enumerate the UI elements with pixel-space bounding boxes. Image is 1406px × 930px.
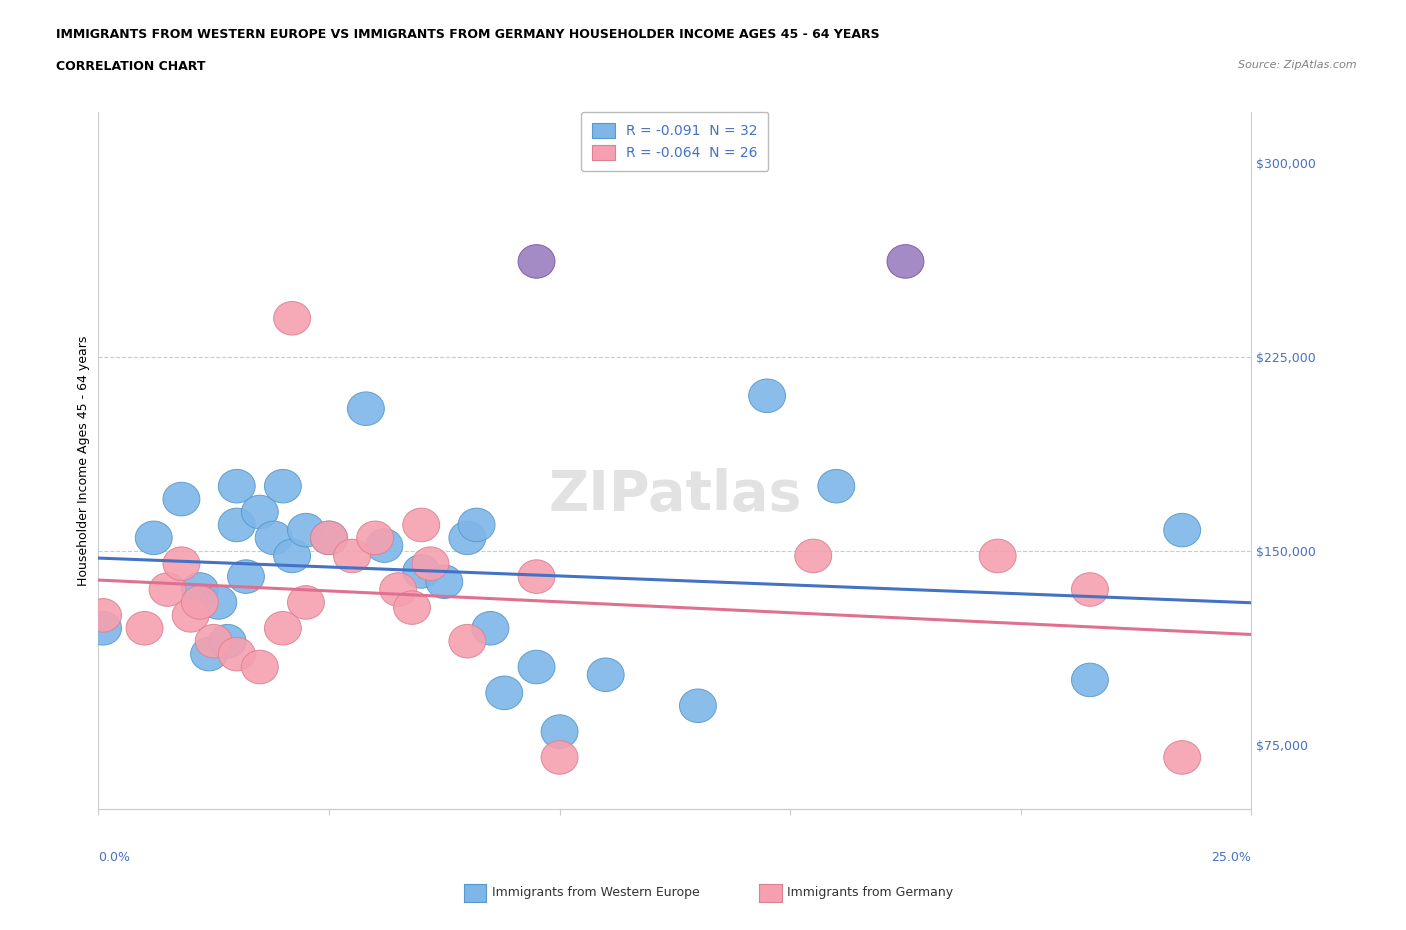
Ellipse shape bbox=[887, 245, 924, 278]
Ellipse shape bbox=[333, 539, 371, 573]
Ellipse shape bbox=[264, 470, 301, 503]
Ellipse shape bbox=[218, 637, 256, 671]
Ellipse shape bbox=[380, 573, 416, 606]
Text: Immigrants from Western Europe: Immigrants from Western Europe bbox=[492, 886, 700, 899]
Ellipse shape bbox=[84, 599, 121, 632]
Text: Immigrants from Germany: Immigrants from Germany bbox=[787, 886, 953, 899]
Ellipse shape bbox=[172, 599, 209, 632]
Ellipse shape bbox=[517, 245, 555, 278]
Ellipse shape bbox=[209, 624, 246, 658]
Text: CORRELATION CHART: CORRELATION CHART bbox=[56, 60, 205, 73]
Ellipse shape bbox=[426, 565, 463, 599]
Ellipse shape bbox=[218, 508, 256, 541]
Ellipse shape bbox=[517, 560, 555, 593]
Ellipse shape bbox=[486, 676, 523, 710]
Ellipse shape bbox=[1071, 573, 1108, 606]
Ellipse shape bbox=[163, 483, 200, 516]
Ellipse shape bbox=[979, 539, 1017, 573]
Legend: R = -0.091  N = 32, R = -0.064  N = 26: R = -0.091 N = 32, R = -0.064 N = 26 bbox=[581, 112, 769, 171]
Ellipse shape bbox=[264, 612, 301, 645]
Ellipse shape bbox=[287, 513, 325, 547]
Ellipse shape bbox=[242, 495, 278, 529]
Y-axis label: Householder Income Ages 45 - 64 years: Householder Income Ages 45 - 64 years bbox=[77, 335, 90, 586]
Ellipse shape bbox=[163, 547, 200, 580]
Ellipse shape bbox=[242, 650, 278, 684]
Ellipse shape bbox=[412, 547, 449, 580]
Ellipse shape bbox=[449, 624, 486, 658]
Ellipse shape bbox=[274, 539, 311, 573]
Ellipse shape bbox=[458, 508, 495, 541]
Ellipse shape bbox=[195, 624, 232, 658]
Ellipse shape bbox=[311, 521, 347, 554]
Ellipse shape bbox=[794, 539, 832, 573]
Text: 0.0%: 0.0% bbox=[98, 851, 131, 864]
Ellipse shape bbox=[541, 740, 578, 774]
Ellipse shape bbox=[1164, 513, 1201, 547]
Ellipse shape bbox=[287, 586, 325, 619]
Ellipse shape bbox=[311, 521, 347, 554]
Ellipse shape bbox=[357, 521, 394, 554]
Ellipse shape bbox=[366, 529, 402, 563]
Text: Source: ZipAtlas.com: Source: ZipAtlas.com bbox=[1239, 60, 1357, 71]
Ellipse shape bbox=[218, 470, 256, 503]
Ellipse shape bbox=[127, 612, 163, 645]
Text: IMMIGRANTS FROM WESTERN EUROPE VS IMMIGRANTS FROM GERMANY HOUSEHOLDER INCOME AGE: IMMIGRANTS FROM WESTERN EUROPE VS IMMIGR… bbox=[56, 28, 880, 41]
Ellipse shape bbox=[517, 650, 555, 684]
Ellipse shape bbox=[588, 658, 624, 692]
Ellipse shape bbox=[274, 301, 311, 335]
Text: 25.0%: 25.0% bbox=[1212, 851, 1251, 864]
Ellipse shape bbox=[748, 379, 786, 413]
Ellipse shape bbox=[149, 573, 186, 606]
Ellipse shape bbox=[541, 715, 578, 749]
Ellipse shape bbox=[347, 392, 384, 426]
Ellipse shape bbox=[402, 554, 440, 589]
Ellipse shape bbox=[256, 521, 292, 554]
Ellipse shape bbox=[1164, 740, 1201, 774]
Ellipse shape bbox=[402, 508, 440, 541]
Ellipse shape bbox=[191, 637, 228, 671]
Text: ZIPatlas: ZIPatlas bbox=[548, 468, 801, 523]
Ellipse shape bbox=[818, 470, 855, 503]
Ellipse shape bbox=[228, 560, 264, 593]
Ellipse shape bbox=[394, 591, 430, 624]
Ellipse shape bbox=[449, 521, 486, 554]
Ellipse shape bbox=[472, 612, 509, 645]
Ellipse shape bbox=[679, 689, 717, 723]
Ellipse shape bbox=[84, 612, 121, 645]
Ellipse shape bbox=[135, 521, 172, 554]
Ellipse shape bbox=[181, 573, 218, 606]
Ellipse shape bbox=[1071, 663, 1108, 697]
Ellipse shape bbox=[200, 586, 236, 619]
Ellipse shape bbox=[181, 586, 218, 619]
